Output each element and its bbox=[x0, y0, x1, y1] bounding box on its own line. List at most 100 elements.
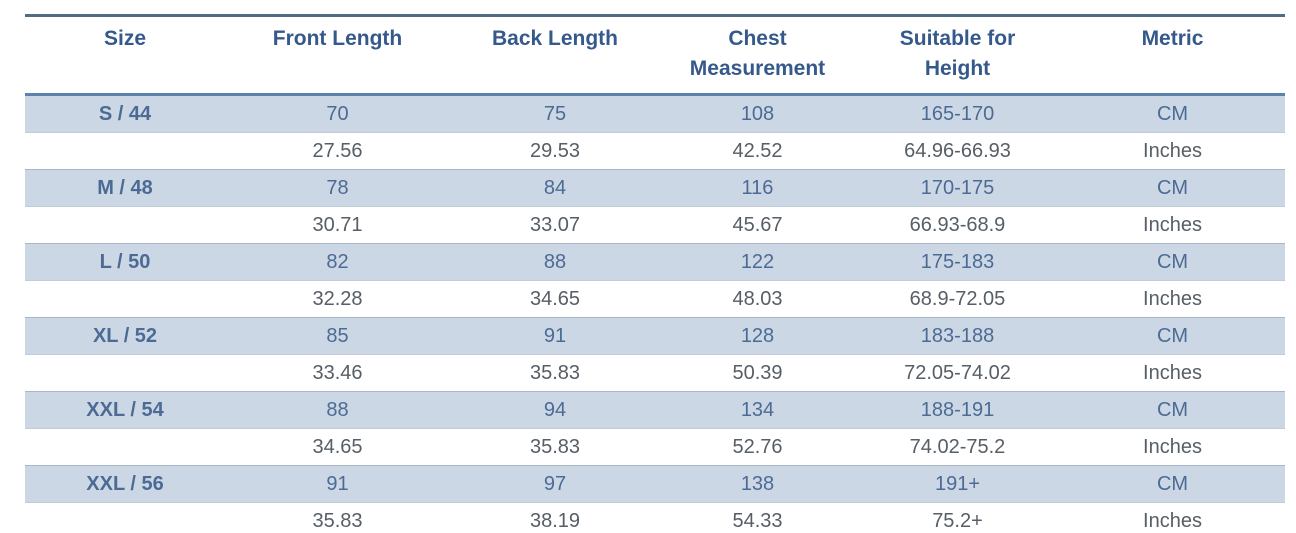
cell-back-length: 38.19 bbox=[450, 502, 660, 533]
cell-height: 183-188 bbox=[855, 317, 1060, 355]
cell-back-length: 88 bbox=[450, 243, 660, 281]
cell-size: XXL / 56 bbox=[25, 465, 225, 503]
cell-front-length: 27.56 bbox=[225, 132, 450, 170]
table-row-s44-inches: 27.56 29.53 42.52 64.96-66.93 Inches bbox=[25, 132, 1285, 170]
table-row-s44-cm: S / 44 70 75 108 165-170 CM bbox=[25, 94, 1285, 133]
cell-back-length: 29.53 bbox=[450, 132, 660, 170]
cell-height: 188-191 bbox=[855, 391, 1060, 429]
col-header-front-length-line1: Front Length bbox=[272, 27, 403, 50]
cell-metric: Inches bbox=[1060, 206, 1285, 244]
cell-height: 66.93-68.9 bbox=[855, 206, 1060, 244]
cell-size bbox=[25, 280, 225, 318]
cell-size: L / 50 bbox=[25, 243, 225, 281]
table-row-xxl56-cm: XXL / 56 91 97 138 191+ CM bbox=[25, 465, 1285, 503]
cell-metric: Inches bbox=[1060, 280, 1285, 318]
cell-height: 64.96-66.93 bbox=[855, 132, 1060, 170]
cell-size bbox=[25, 502, 225, 533]
cell-front-length: 32.28 bbox=[225, 280, 450, 318]
cell-height: 68.9-72.05 bbox=[855, 280, 1060, 318]
cell-height: 75.2+ bbox=[855, 502, 1060, 533]
col-header-height-line1: Suitable for bbox=[899, 27, 1016, 50]
cell-front-length: 85 bbox=[225, 317, 450, 355]
cell-front-length: 82 bbox=[225, 243, 450, 281]
cell-back-length: 84 bbox=[450, 169, 660, 207]
col-header-metric: Metric bbox=[1060, 15, 1285, 96]
cell-metric: Inches bbox=[1060, 428, 1285, 466]
cell-chest: 122 bbox=[660, 243, 855, 281]
cell-chest: 116 bbox=[660, 169, 855, 207]
cell-height: 72.05-74.02 bbox=[855, 354, 1060, 392]
size-chart-table: Size Front Length Back Length Chest Meas… bbox=[25, 14, 1285, 533]
cell-size: XXL / 54 bbox=[25, 391, 225, 429]
cell-metric: CM bbox=[1060, 243, 1285, 281]
cell-back-length: 35.83 bbox=[450, 428, 660, 466]
cell-back-length: 34.65 bbox=[450, 280, 660, 318]
col-header-front-length: Front Length bbox=[225, 15, 450, 96]
cell-chest: 42.52 bbox=[660, 132, 855, 170]
table-row-xxl54-cm: XXL / 54 88 94 134 188-191 CM bbox=[25, 391, 1285, 429]
col-header-size: Size bbox=[25, 15, 225, 96]
table-row-xxl54-inches: 34.65 35.83 52.76 74.02-75.2 Inches bbox=[25, 428, 1285, 466]
cell-front-length: 88 bbox=[225, 391, 450, 429]
cell-front-length: 33.46 bbox=[225, 354, 450, 392]
table-row-l50-inches: 32.28 34.65 48.03 68.9-72.05 Inches bbox=[25, 280, 1285, 318]
cell-metric: Inches bbox=[1060, 502, 1285, 533]
cell-back-length: 94 bbox=[450, 391, 660, 429]
cell-size: XL / 52 bbox=[25, 317, 225, 355]
table-body: S / 44 70 75 108 165-170 CM 27.56 29.53 … bbox=[25, 94, 1285, 533]
cell-height: 165-170 bbox=[855, 94, 1060, 133]
cell-back-length: 97 bbox=[450, 465, 660, 503]
cell-front-length: 78 bbox=[225, 169, 450, 207]
cell-chest: 134 bbox=[660, 391, 855, 429]
cell-metric: Inches bbox=[1060, 132, 1285, 170]
cell-metric: CM bbox=[1060, 391, 1285, 429]
cell-front-length: 91 bbox=[225, 465, 450, 503]
cell-metric: CM bbox=[1060, 465, 1285, 503]
cell-height: 170-175 bbox=[855, 169, 1060, 207]
cell-size bbox=[25, 428, 225, 466]
cell-chest: 54.33 bbox=[660, 502, 855, 533]
table-row-m48-cm: M / 48 78 84 116 170-175 CM bbox=[25, 169, 1285, 207]
col-header-back-length-line1: Back Length bbox=[491, 27, 619, 50]
cell-front-length: 70 bbox=[225, 94, 450, 133]
cell-back-length: 75 bbox=[450, 94, 660, 133]
table-row-xxl56-inches: 35.83 38.19 54.33 75.2+ Inches bbox=[25, 502, 1285, 533]
col-header-back-length: Back Length bbox=[450, 15, 660, 96]
cell-metric: Inches bbox=[1060, 354, 1285, 392]
cell-height: 191+ bbox=[855, 465, 1060, 503]
cell-back-length: 91 bbox=[450, 317, 660, 355]
cell-size: M / 48 bbox=[25, 169, 225, 207]
table-row-xl52-cm: XL / 52 85 91 128 183-188 CM bbox=[25, 317, 1285, 355]
cell-back-length: 35.83 bbox=[450, 354, 660, 392]
cell-size bbox=[25, 354, 225, 392]
col-header-chest-line1: Chest bbox=[728, 27, 787, 50]
cell-chest: 45.67 bbox=[660, 206, 855, 244]
cell-size bbox=[25, 206, 225, 244]
cell-chest: 108 bbox=[660, 94, 855, 133]
cell-height: 175-183 bbox=[855, 243, 1060, 281]
cell-front-length: 30.71 bbox=[225, 206, 450, 244]
cell-chest: 48.03 bbox=[660, 280, 855, 318]
cell-chest: 50.39 bbox=[660, 354, 855, 392]
cell-chest: 128 bbox=[660, 317, 855, 355]
cell-front-length: 35.83 bbox=[225, 502, 450, 533]
col-header-suitable-height: Suitable for Height bbox=[855, 15, 1060, 96]
cell-front-length: 34.65 bbox=[225, 428, 450, 466]
cell-chest: 52.76 bbox=[660, 428, 855, 466]
table-header: Size Front Length Back Length Chest Meas… bbox=[25, 15, 1285, 96]
cell-metric: CM bbox=[1060, 169, 1285, 207]
col-header-height-line2: Height bbox=[924, 57, 991, 80]
cell-size bbox=[25, 132, 225, 170]
col-header-size-line1: Size bbox=[103, 27, 147, 50]
table-row-xl52-inches: 33.46 35.83 50.39 72.05-74.02 Inches bbox=[25, 354, 1285, 392]
col-header-chest-measurement: Chest Measurement bbox=[660, 15, 855, 96]
cell-metric: CM bbox=[1060, 94, 1285, 133]
table-row-m48-inches: 30.71 33.07 45.67 66.93-68.9 Inches bbox=[25, 206, 1285, 244]
col-header-metric-line1: Metric bbox=[1141, 27, 1204, 50]
header-row: Size Front Length Back Length Chest Meas… bbox=[25, 15, 1285, 96]
cell-chest: 138 bbox=[660, 465, 855, 503]
cell-height: 74.02-75.2 bbox=[855, 428, 1060, 466]
col-header-chest-line2: Measurement bbox=[689, 57, 826, 80]
cell-size: S / 44 bbox=[25, 94, 225, 133]
